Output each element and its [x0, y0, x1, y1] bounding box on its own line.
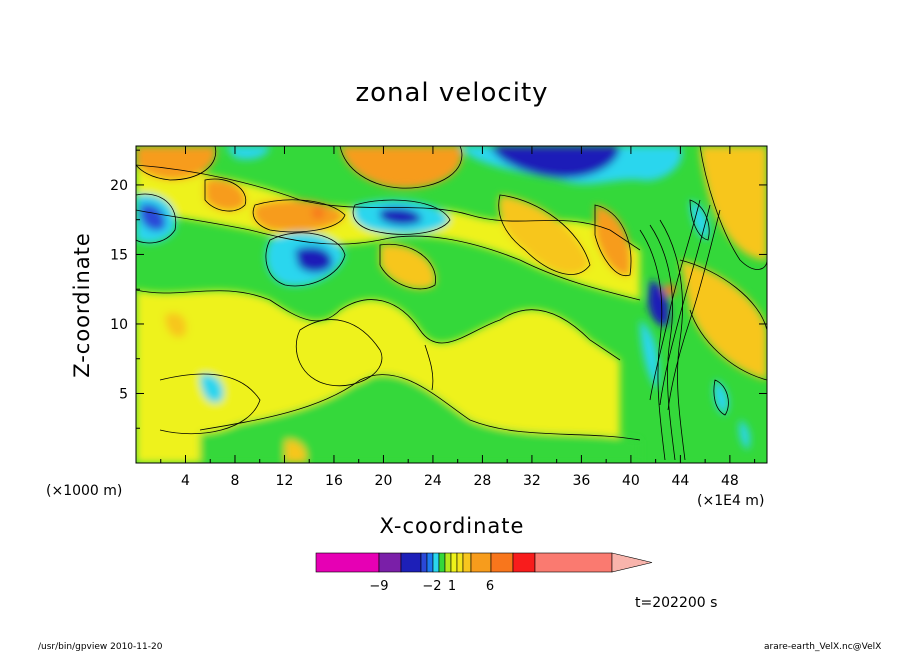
y-tick-label: 20 [110, 178, 128, 194]
colorbar-cell [400, 552, 422, 573]
colorbar-cell [462, 552, 472, 573]
x-axis-label: X-coordinate [379, 514, 525, 538]
colorbar-cell [315, 552, 380, 573]
colorbar-cell [438, 552, 446, 573]
colorbar-cell [432, 552, 440, 573]
x-tick-label: 24 [424, 473, 442, 489]
x-tick-label: 20 [375, 473, 393, 489]
footer-source: arare-earth_VelX.nc@VelX [764, 642, 882, 652]
x-axis: 4 8 12 16 20 24 28 32 36 40 44 48 [160, 146, 756, 489]
colorbar-cell [534, 552, 613, 573]
y-tick-label: 15 [110, 247, 128, 263]
x-tick-label: 48 [721, 473, 739, 489]
y-tick-label: 5 [119, 386, 128, 402]
colorbar-cell [490, 552, 514, 573]
colorbar-extend-arrow [611, 552, 653, 573]
colorbar-label: 1 [448, 579, 456, 594]
heatmap-field [136, 146, 767, 463]
colorbar-label: 6 [486, 579, 494, 594]
y-tick-label: 10 [110, 317, 128, 333]
x-tick-label: 40 [622, 473, 640, 489]
x-tick-label: 44 [671, 473, 689, 489]
x-tick-label: 28 [474, 473, 492, 489]
time-stamp: t=202200 s [635, 595, 718, 611]
x-tick-label: 32 [523, 473, 541, 489]
x-tick-label: 12 [276, 473, 294, 489]
x-tick-label: 36 [572, 473, 590, 489]
colorbar-cell [420, 552, 428, 573]
colorbar-label: −9 [369, 579, 388, 594]
colorbar-label: −2 [422, 579, 441, 594]
y-axis: 5 10 15 20 [110, 149, 767, 429]
x-axis-unit-left: (×1000 m) [46, 483, 123, 499]
colorbar-cell [378, 552, 402, 573]
x-tick-label: 16 [325, 473, 343, 489]
chart-title: zonal velocity [355, 78, 549, 108]
colorbar-cell [444, 552, 452, 573]
footer-program: /usr/bin/gpview 2010-11-20 [38, 642, 163, 652]
x-tick-label: 4 [181, 473, 190, 489]
colorbar-cell [456, 552, 464, 573]
plot-frame [135, 145, 768, 464]
colorbar-cell [512, 552, 536, 573]
colorbar-cell [470, 552, 492, 573]
colorbar-cell [450, 552, 458, 573]
x-tick-label: 8 [231, 473, 240, 489]
colorbar-cell [426, 552, 434, 573]
x-axis-unit-right: (×1E4 m) [697, 493, 765, 509]
